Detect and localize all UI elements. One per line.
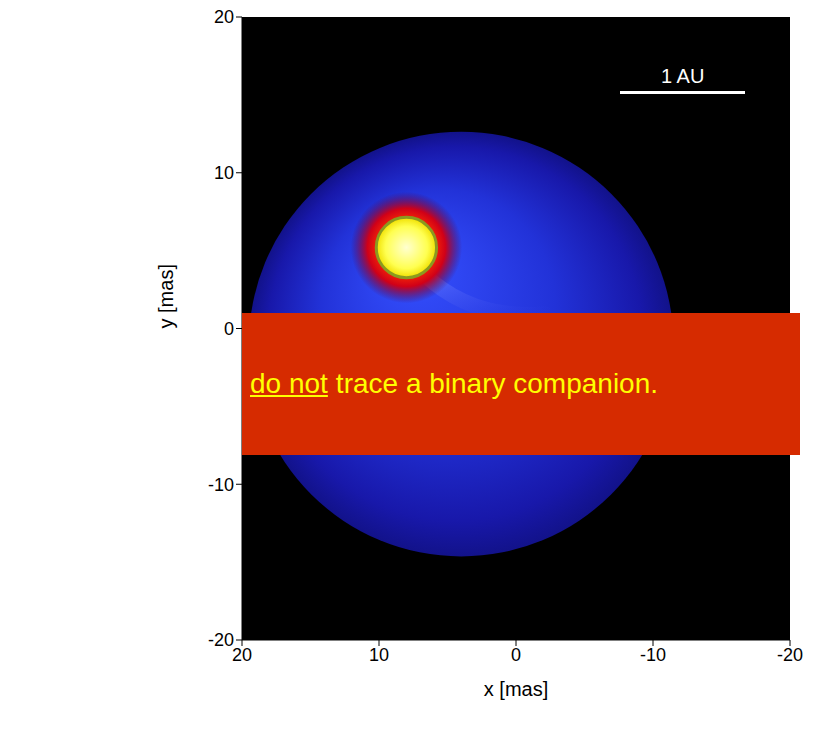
svg-text:-10: -10 (208, 475, 234, 495)
html-text:1 AU: 1 AU (661, 65, 705, 87)
svg-text:-20: -20 (777, 645, 803, 665)
svg-text:10: 10 (214, 163, 234, 183)
svg-text:0: 0 (511, 645, 521, 665)
svg-text:20: 20 (214, 7, 234, 27)
svg-text:y [mas]: y [mas] (155, 264, 177, 328)
svg-text:10: 10 (369, 645, 389, 665)
svg-text:-20: -20 (208, 630, 234, 650)
svg-text:x [mas]: x [mas] (484, 678, 548, 700)
svg-text:20: 20 (232, 645, 252, 665)
svg-text:-10: -10 (640, 645, 666, 665)
svg-text:0: 0 (224, 319, 234, 339)
html-text:do not trace a binary companio: do not trace a binary companion. (250, 368, 658, 399)
